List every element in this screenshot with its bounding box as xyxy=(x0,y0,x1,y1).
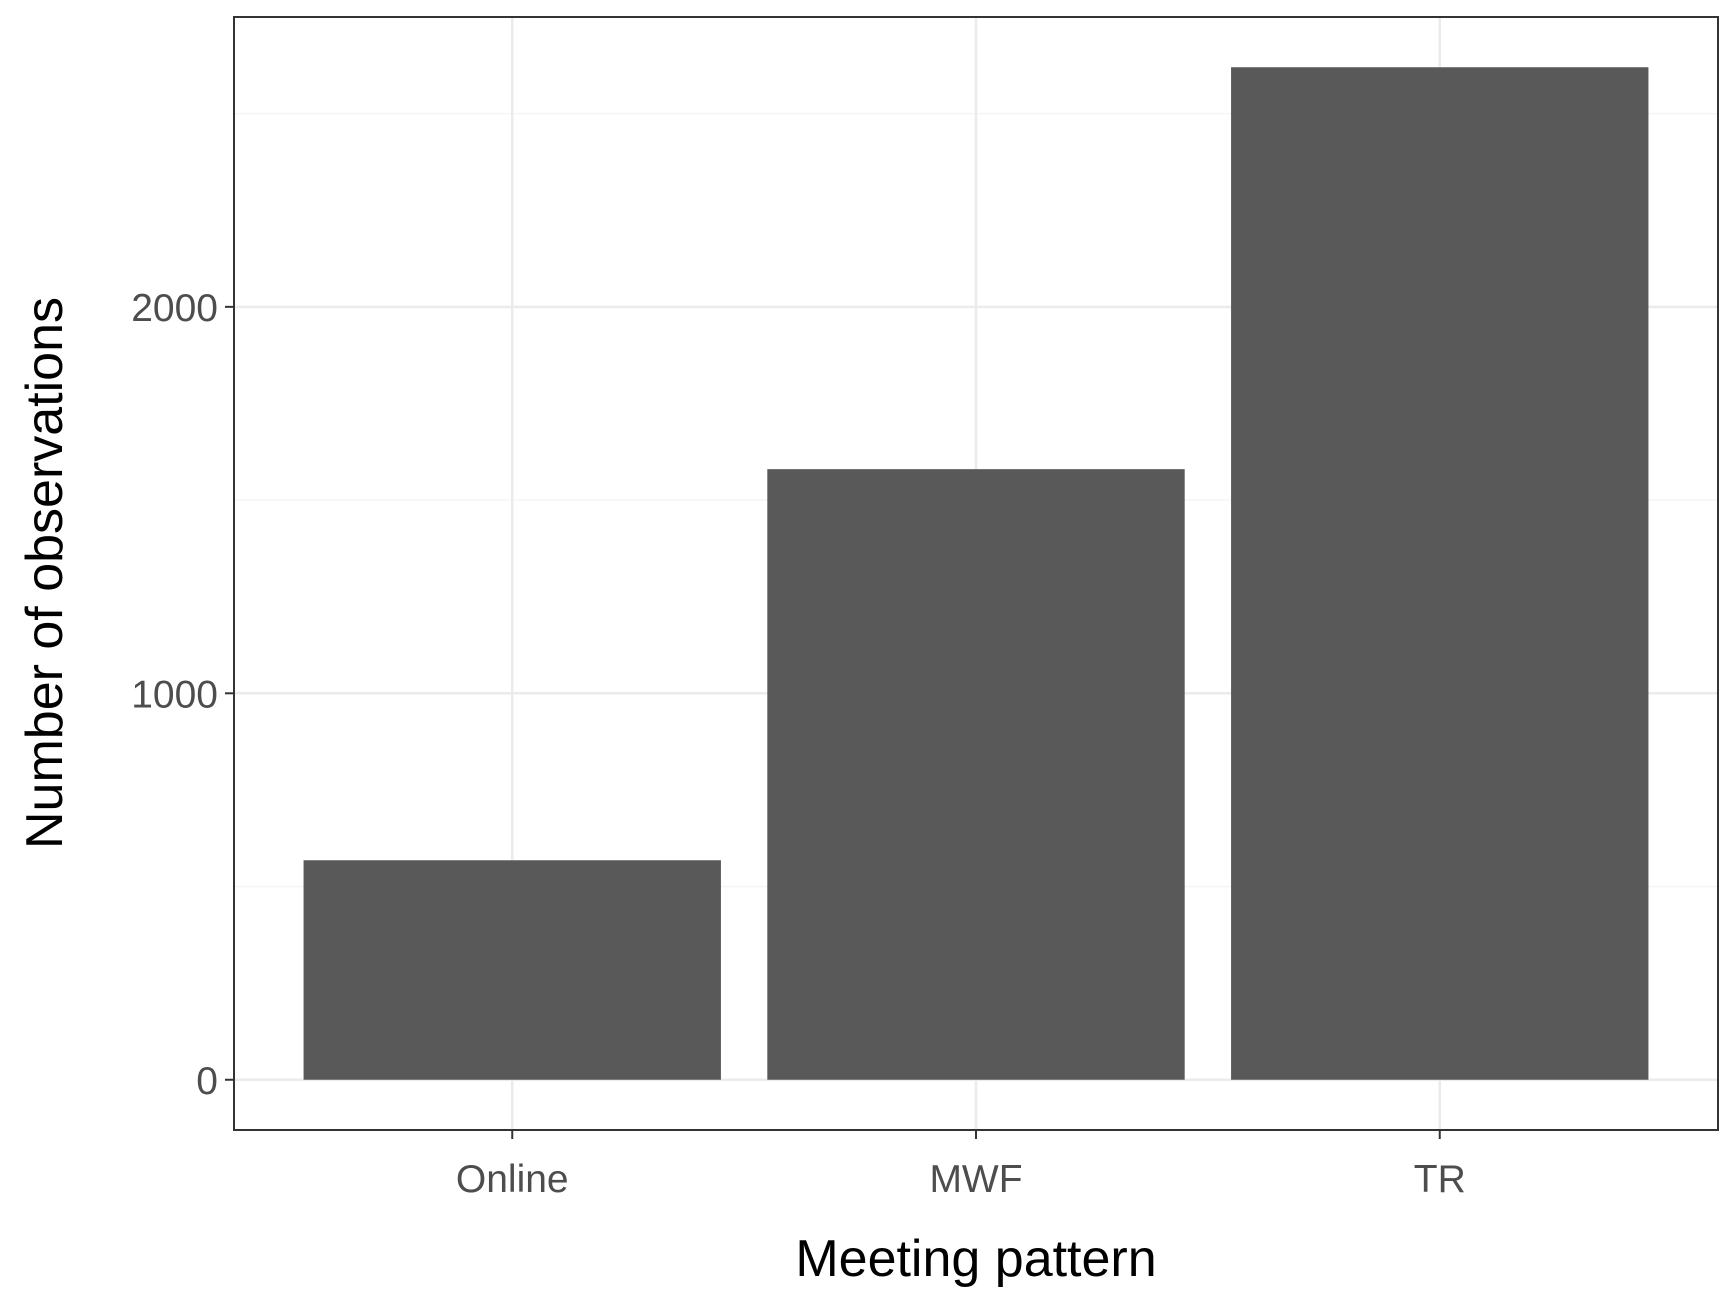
x-tick-label: Online xyxy=(456,1158,569,1201)
y-axis-title: Number of observations xyxy=(16,297,74,849)
y-tick-label: 0 xyxy=(196,1060,218,1103)
bar-mwf xyxy=(767,469,1185,1080)
bars xyxy=(303,67,1649,1080)
bar-online xyxy=(303,860,721,1080)
x-tick-label: TR xyxy=(1414,1158,1466,1201)
x-tick-label: MWF xyxy=(929,1158,1022,1201)
y-axis: 0 1000 2000 xyxy=(131,287,234,1103)
bar-tr xyxy=(1231,67,1649,1080)
x-axis-title: Meeting pattern xyxy=(795,1230,1156,1288)
y-tick-label: 2000 xyxy=(131,287,218,330)
y-tick-label: 1000 xyxy=(131,673,218,716)
x-axis: Online MWF TR xyxy=(456,1130,1466,1201)
